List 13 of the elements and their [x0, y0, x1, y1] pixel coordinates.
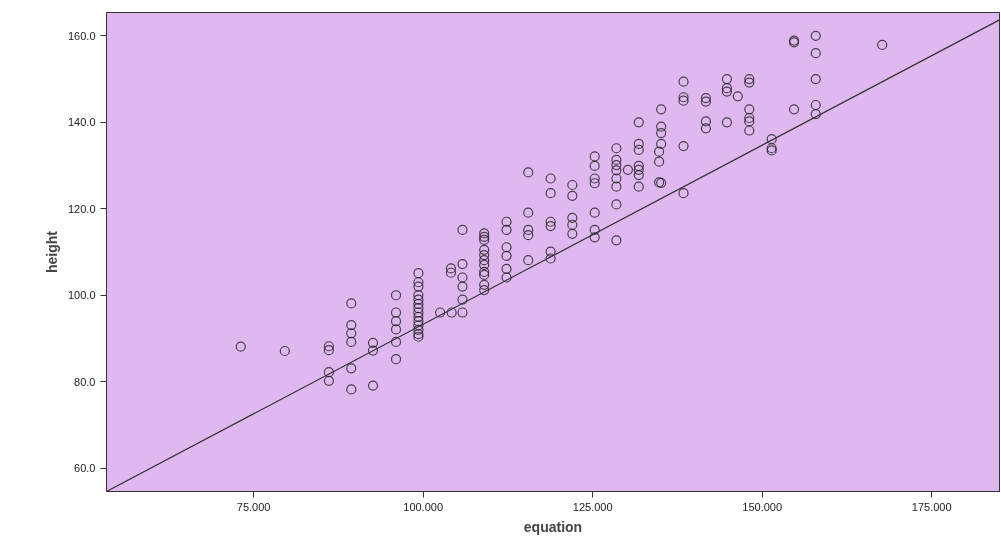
x-tick-label: 125.000 — [572, 500, 613, 513]
y-axis-title: height — [43, 230, 60, 273]
y-tick-label: 60.0 — [74, 462, 96, 475]
x-axis-title: equation — [523, 518, 583, 535]
x-tick-label: 75.000 — [236, 500, 271, 513]
y-tick-label: 140.0 — [67, 116, 96, 129]
y-tick-label: 80.0 — [74, 375, 96, 388]
x-tick-label: 175.000 — [911, 500, 952, 513]
y-tick-label: 100.0 — [67, 289, 96, 302]
y-tick-label: 120.0 — [67, 202, 96, 215]
x-tick-label: 150.000 — [742, 500, 783, 513]
y-tick-label: 160.0 — [67, 29, 96, 42]
x-tick-label: 100.000 — [403, 500, 444, 513]
